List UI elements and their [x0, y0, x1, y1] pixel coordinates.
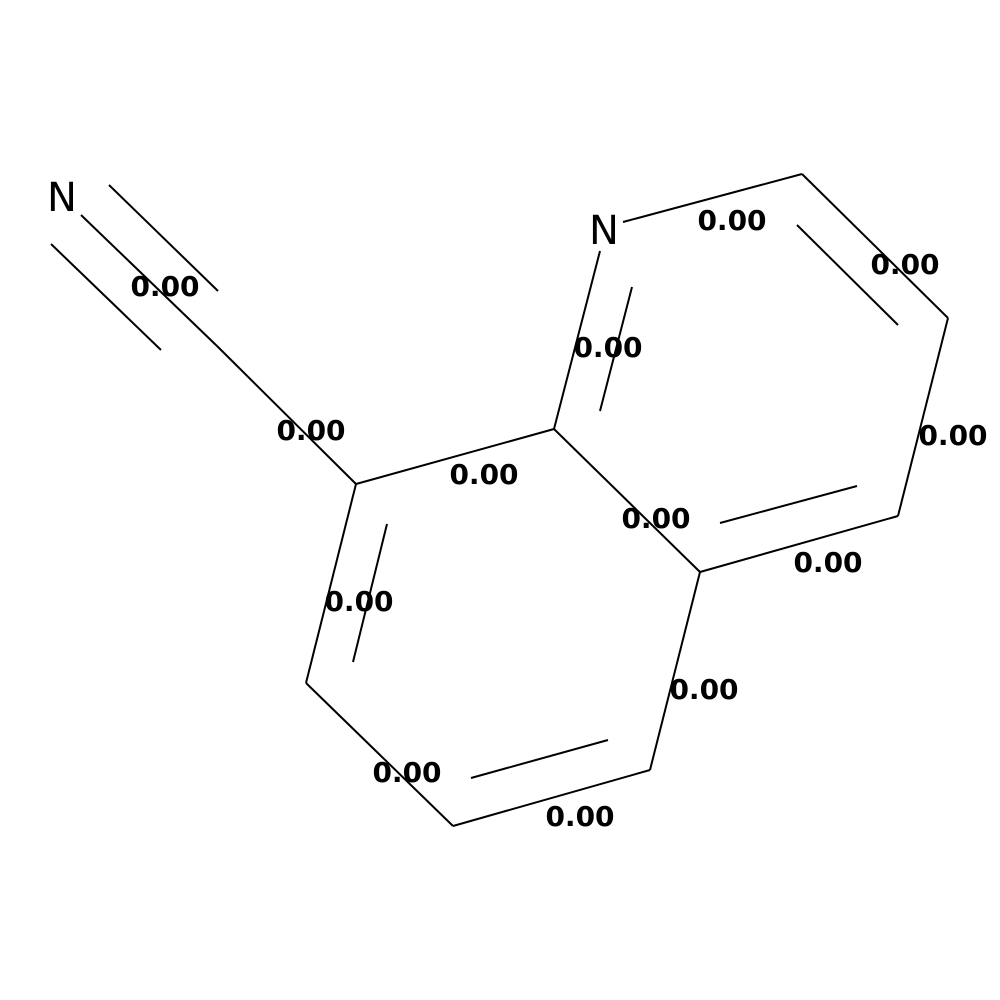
- bond-label: 0.00: [324, 585, 393, 618]
- atom-label-nitrile-n: N: [47, 175, 77, 221]
- bond-n1-c2: [622, 173, 803, 223]
- bond-label: 0.00: [621, 502, 690, 535]
- bond-c5-c4a: [649, 571, 701, 771]
- bond-c8-c7-double: [305, 483, 388, 684]
- bond-c7-c6: [305, 682, 454, 827]
- bond-c3-c4: [897, 317, 949, 517]
- bond-label: 0.00: [130, 270, 199, 303]
- bond-c4a-c8a: [553, 428, 701, 573]
- bond-label: 0.00: [918, 419, 987, 452]
- bond-c6-c5-double: [452, 739, 651, 827]
- bond-c4-c4a-double: [699, 485, 899, 573]
- atom-label-ring-n: N: [589, 208, 619, 254]
- bond-label: 0.00: [276, 414, 345, 447]
- bond-nitrile-c-ring: [216, 345, 357, 485]
- bond-label: 0.00: [793, 546, 862, 579]
- bond-label: 0.00: [545, 800, 614, 833]
- bond-label: 0.00: [573, 331, 642, 364]
- bond-c8a-n1-double: [553, 250, 633, 430]
- bond-c2-c3-double: [796, 173, 949, 326]
- bond-label: 0.00: [697, 204, 766, 237]
- bond-c8-c8a: [355, 428, 555, 485]
- bond-label: 0.00: [669, 673, 738, 706]
- bond-label: 0.00: [449, 458, 518, 491]
- bond-label: 0.00: [870, 248, 939, 281]
- bond-nitrile-triple: [50, 184, 219, 351]
- bond-label: 0.00: [372, 756, 441, 789]
